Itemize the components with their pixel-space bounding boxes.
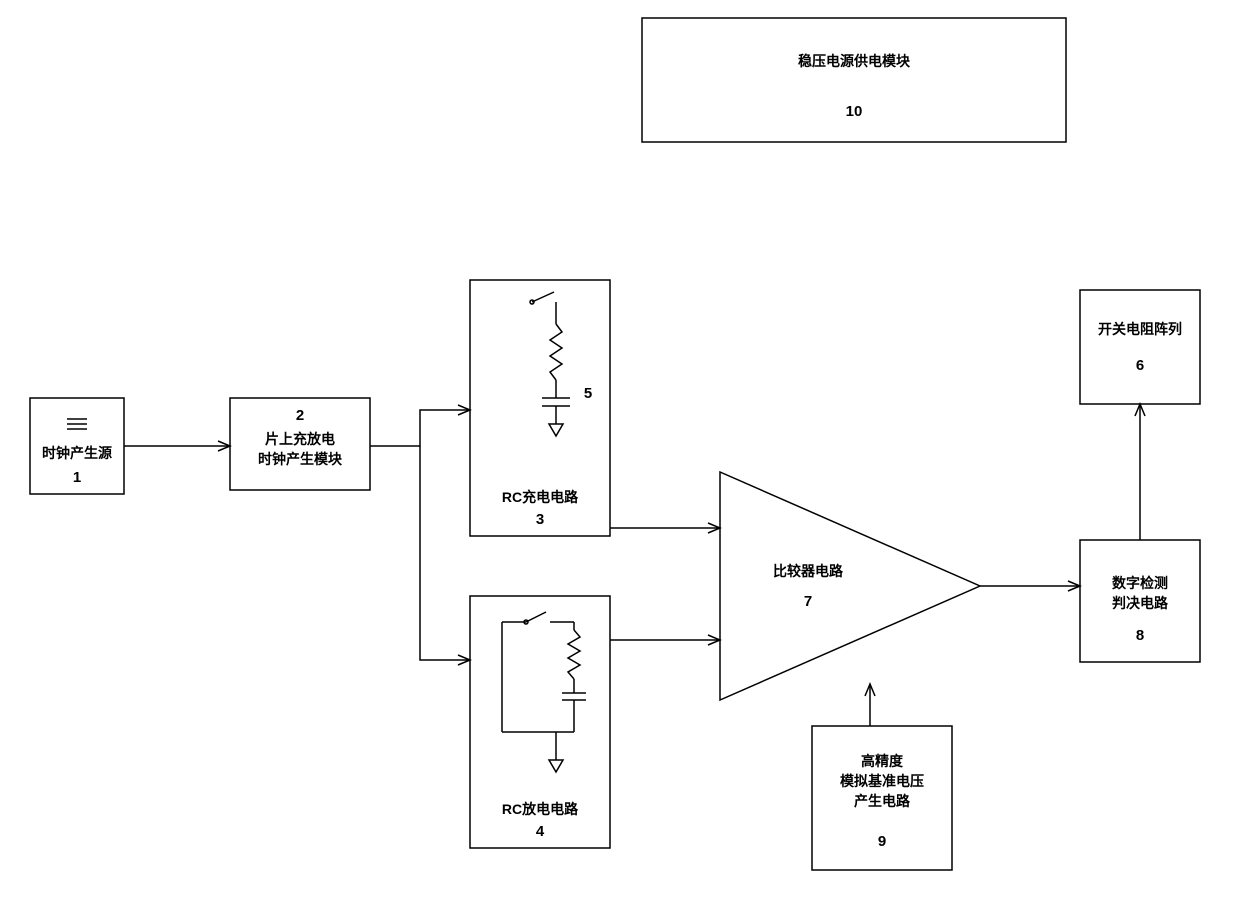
- svg-text:高精度: 高精度: [861, 753, 904, 769]
- svg-text:RC充电电路: RC充电电路: [502, 489, 579, 505]
- block-n8: 数字检测判决电路 8: [1080, 540, 1200, 662]
- svg-text:6: 6: [1136, 357, 1144, 374]
- svg-text:8: 8: [1136, 627, 1144, 644]
- block-n3: 5 RC充电电路 3: [470, 280, 610, 536]
- svg-text:片上充放电: 片上充放电: [265, 431, 335, 447]
- edge-n2-n4: [420, 446, 470, 660]
- edge-n2-n3: [370, 410, 470, 446]
- svg-text:判决电路: 判决电路: [1112, 595, 1169, 611]
- svg-text:9: 9: [878, 833, 886, 850]
- svg-text:比较器电路: 比较器电路: [773, 563, 844, 579]
- svg-text:10: 10: [846, 103, 863, 120]
- svg-text:RC放电电路: RC放电电路: [502, 801, 579, 817]
- svg-text:1: 1: [73, 469, 81, 486]
- svg-text:4: 4: [536, 823, 545, 840]
- block-n6: 开关电阻阵列 6: [1080, 290, 1200, 404]
- svg-text:稳压电源供电模块: 稳压电源供电模块: [798, 53, 911, 69]
- svg-text:时钟产生模块: 时钟产生模块: [258, 451, 343, 467]
- svg-text:2: 2: [296, 407, 304, 424]
- block-n2: 2 片上充放电时钟产生模块: [230, 398, 370, 490]
- svg-text:时钟产生源: 时钟产生源: [42, 445, 112, 461]
- svg-text:产生电路: 产生电路: [854, 793, 911, 809]
- svg-text:5: 5: [584, 385, 592, 402]
- svg-text:7: 7: [804, 593, 812, 610]
- block-n4: RC放电电路 4: [470, 596, 610, 848]
- block-n10: 稳压电源供电模块 10: [642, 18, 1066, 142]
- svg-text:数字检测: 数字检测: [1112, 575, 1168, 591]
- svg-text:开关电阻阵列: 开关电阻阵列: [1098, 321, 1182, 337]
- svg-text:3: 3: [536, 511, 544, 528]
- block-n1: 时钟产生源 1: [30, 398, 124, 494]
- block-n9: 高精度模拟基准电压产生电路 9: [812, 726, 952, 870]
- block-n7: 比较器电路 7: [720, 472, 980, 700]
- svg-text:模拟基准电压: 模拟基准电压: [840, 773, 924, 789]
